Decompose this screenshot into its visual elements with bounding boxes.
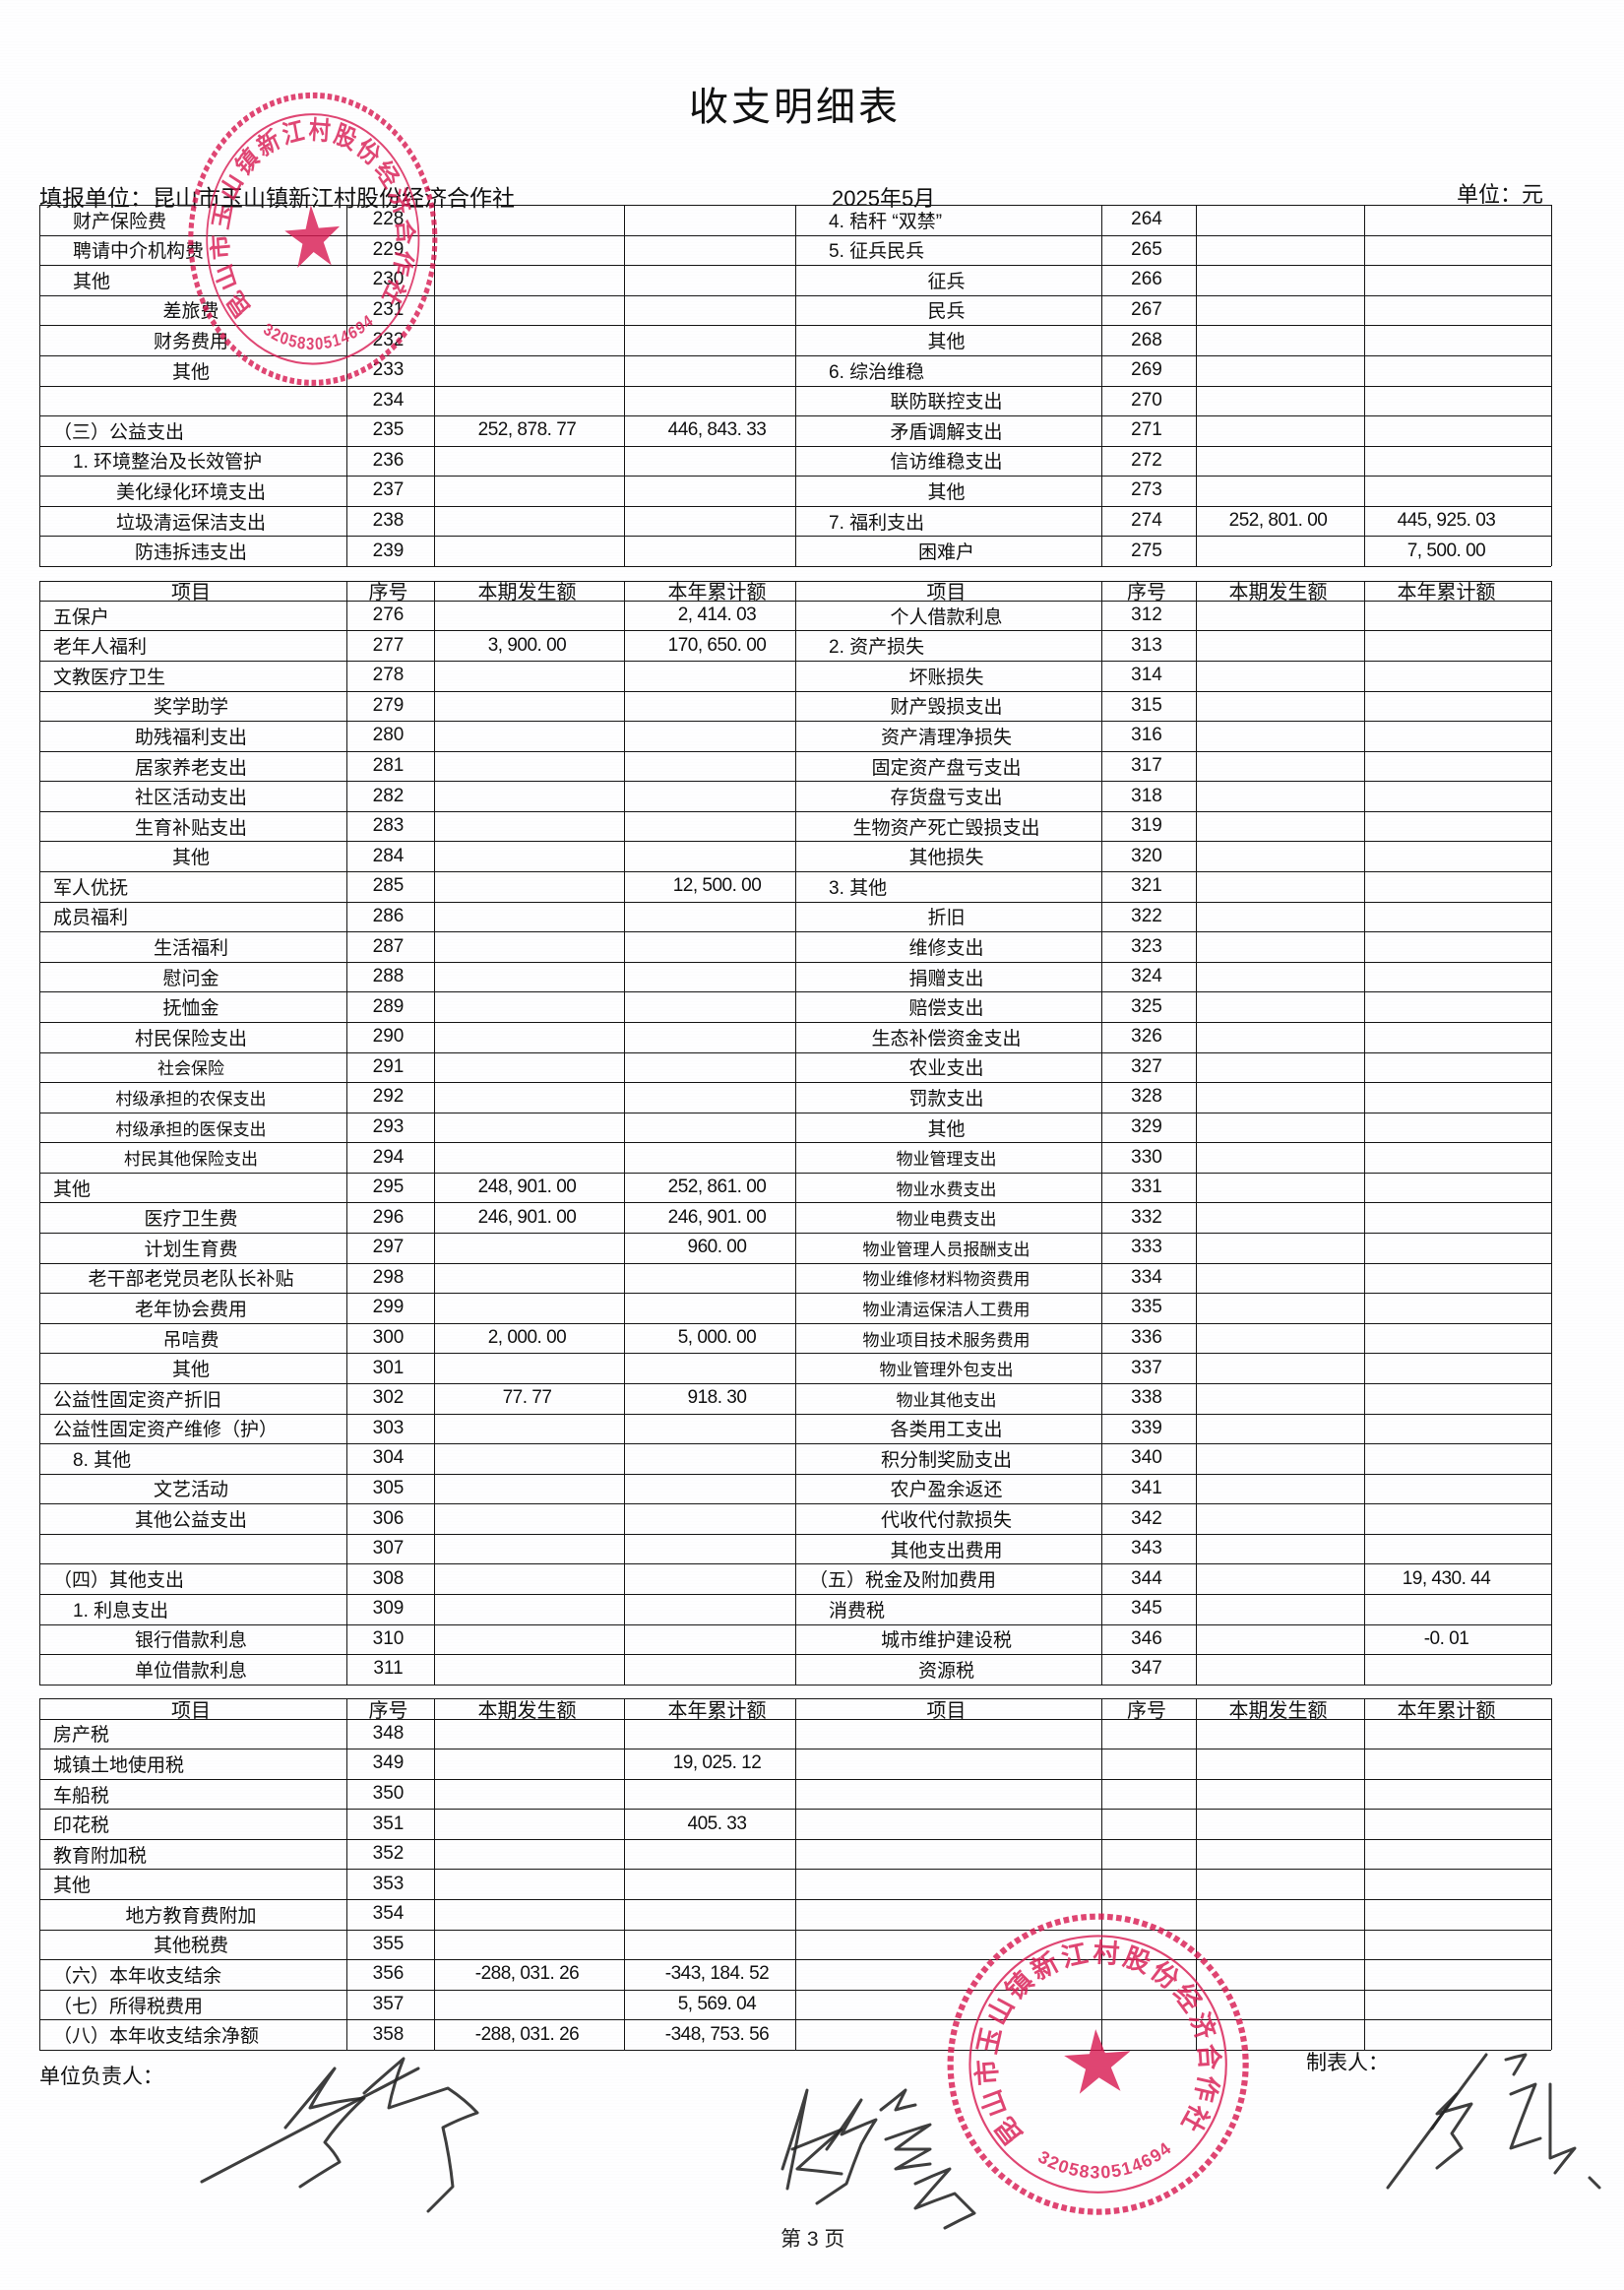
svg-text:3: 3: [306, 335, 315, 354]
svg-text:合: 合: [392, 219, 418, 247]
svg-text:8: 8: [296, 334, 306, 353]
svg-text:江: 江: [1059, 1939, 1091, 1973]
svg-text:3: 3: [1091, 2163, 1101, 2183]
svg-text:村: 村: [1093, 1939, 1121, 1970]
svg-text:社: 社: [377, 274, 409, 310]
svg-text:作: 作: [389, 247, 417, 279]
svg-text:村: 村: [308, 116, 332, 147]
svg-text:市: 市: [208, 233, 234, 261]
svg-text:玉: 玉: [972, 2025, 1007, 2057]
svg-text:8: 8: [1079, 2161, 1091, 2182]
svg-text:作: 作: [1190, 2072, 1224, 2105]
svg-text:社: 社: [1176, 2100, 1215, 2137]
svg-text:合: 合: [1194, 2043, 1225, 2071]
svg-text:江: 江: [281, 117, 307, 151]
svg-text:玉: 玉: [209, 201, 237, 231]
